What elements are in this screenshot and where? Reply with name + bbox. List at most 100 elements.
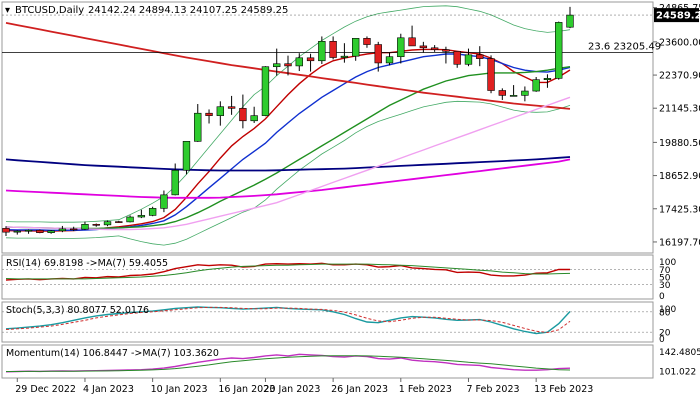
price-axis-label: 16197.70 [659,237,700,248]
candle-bullish [295,57,303,67]
indicator-axis-label: 101.022 [659,368,696,378]
candlesticks [2,6,574,236]
momentum-indicator: 142.4805 101.022 [5,348,700,378]
stoch-panel [1,301,654,343]
candle-bullish [385,56,394,64]
candle-bullish [273,63,281,68]
price-axis-label: 18652.90 [659,171,700,182]
candle-bullish [81,224,89,230]
candle-bearish [453,51,461,65]
candle-bearish [306,57,315,62]
indicator-axis-label: 0 [659,335,665,345]
indicator-axis-label: 30 [659,281,671,291]
candle-bullish [58,228,67,232]
candle-bullish [566,14,574,28]
fibonacci-level: 23.6 23205.49 [2,42,661,53]
candle-bullish [103,221,112,226]
indicator-axis-label: 100 [659,258,676,268]
candle-bullish [521,90,529,96]
candle-bullish [543,78,552,80]
moving-average-line-6 [5,158,571,199]
candle-bearish [329,41,337,58]
indicator-axis-label: 100 [659,305,676,315]
current-price-tag: 24589.25 [654,8,700,23]
candle-bullish [24,229,33,232]
current-price-value: 24589.25 [656,11,700,22]
candle-bullish [47,230,55,233]
indicator-axis-label: 70 [659,266,671,276]
date-axis-label: 20 Jan 2023 [263,384,320,395]
candle-bearish [476,54,484,59]
indicator-line-2 [6,355,571,372]
current-price-tag-bg [654,8,699,23]
candle-bullish [509,95,518,97]
candle-bullish [532,79,540,92]
stoch-title: Stoch(5,3,3) 80.8077 52.0176 [6,305,149,316]
candle-bullish [318,41,326,62]
candle-bullish [261,66,270,116]
date-axis-label: 10 Jan 2023 [151,384,208,395]
candle-bearish [205,112,213,116]
header-icon: ▾ [5,5,10,16]
candle-bearish [69,228,78,231]
candle-bearish [239,108,247,122]
candle-bullish [555,22,563,79]
candle-bullish [13,230,21,233]
candle-bearish [115,221,123,223]
candle-bullish [148,208,157,216]
date-axis-label: 29 Dec 2022 [15,384,76,395]
candle-bearish [487,58,495,91]
date-axis-label: 1 Feb 2023 [399,384,452,395]
price-axis-label: 23600.00 [659,37,700,48]
candle-bearish [442,49,450,52]
date-axis-label: 13 Feb 2023 [534,384,593,395]
candle-bullish [351,38,360,57]
moving-average-line-7 [5,96,571,231]
price-axis-label: 22370.90 [659,71,700,82]
candle-bullish [340,55,349,58]
date-axis-label: 7 Feb 2023 [466,384,519,395]
indicator-axis-label: 0 [659,292,665,302]
candle-bullish [194,112,202,142]
candle-bullish [171,169,179,196]
price-axis-label: 17425.30 [659,204,700,215]
ohlc-values: 24142.24 24894.13 24107.25 24589.25 [88,5,288,16]
moving-average-line-3 [5,66,571,230]
candle-bearish [408,37,416,47]
date-axis-label: 16 Jan 2023 [218,384,275,395]
momentum-title: Momentum(14) 106.8447 ->MA(7) 103.3620 [6,348,219,359]
candle-bullish [464,54,473,65]
price-axis-label: 21145.30 [659,104,700,115]
date-axis: 29 Dec 2022 4 Jan 2023 10 Jan 2023 16 Jan 2… [15,378,593,395]
date-axis-label: 4 Jan 2023 [83,384,134,395]
candle-bullish [250,115,258,122]
candle-bullish [137,215,146,218]
date-axis-label: 26 Jan 2023 [331,384,388,395]
candle-bearish [92,224,100,226]
indicator-line-1 [5,306,571,335]
indicator-line-1 [5,262,571,281]
moving-average-line-5 [5,156,571,172]
indicator-line-2 [5,263,571,280]
candle-bullish [397,37,405,58]
indicator-axis-label: 142.4805 [659,348,700,358]
candle-bearish [430,47,439,50]
candle-bearish [227,106,236,109]
candle-bearish [363,38,371,45]
momentum-panel [1,344,654,379]
candle-bullish [216,106,225,116]
candle-bullish [126,216,134,223]
symbol-label: BTCUSD,Daily [15,5,84,16]
candle-bearish [374,44,382,64]
price-axis-label: 19880.50 [659,138,700,149]
rsi-title: RSI(14) 69.8198 ->MA(7) 59.4055 [6,258,168,269]
candle-bullish [182,141,191,171]
candle-bearish [284,63,292,67]
indicator-axis-label: 80 [659,308,671,318]
indicator-axis-label: 50 [659,274,671,284]
indicator-axis-label: 20 [659,329,671,339]
candle-bullish [160,194,168,209]
fib-level-label: 23.6 23205.49 [588,42,661,53]
